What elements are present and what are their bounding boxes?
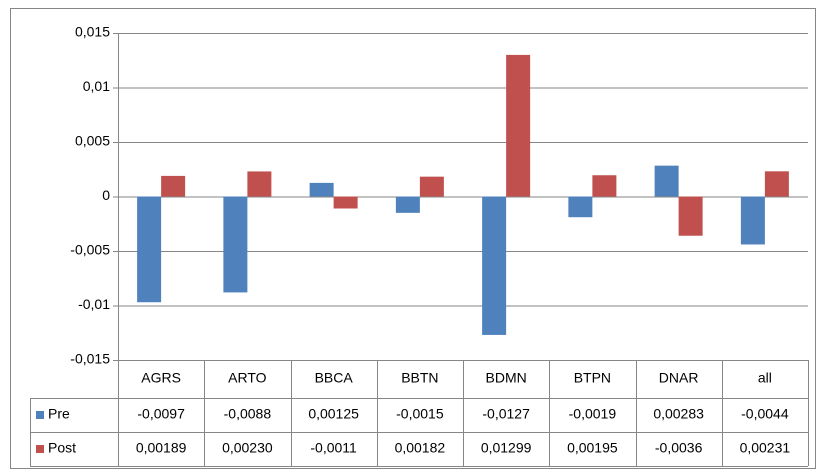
bar	[247, 171, 272, 197]
bar	[161, 175, 186, 197]
table-value: -0,0015	[396, 406, 444, 422]
bar	[764, 171, 789, 197]
x-tick-label: DNAR	[659, 370, 699, 386]
bar	[395, 196, 420, 213]
y-tick-label: 0,01	[83, 78, 110, 94]
table-value: -0,0044	[741, 406, 789, 422]
bar	[223, 196, 248, 293]
bar	[678, 196, 703, 236]
table-value: 0,00125	[308, 406, 359, 422]
legend-label: Pre	[48, 406, 70, 422]
chart-frame	[10, 8, 816, 469]
table-value: -0,0019	[569, 406, 617, 422]
x-tick-label: all	[758, 370, 772, 386]
table-value: 0,00231	[740, 440, 791, 456]
y-tick-label: -0,01	[78, 296, 110, 312]
table-value: -0,0011	[310, 440, 357, 456]
table-value: -0,0097	[137, 406, 185, 422]
legend-label: Post	[48, 440, 76, 456]
bar	[333, 196, 358, 209]
x-tick-label: BDMN	[486, 370, 527, 386]
bar	[740, 196, 765, 245]
table-value: 0,00230	[222, 440, 273, 456]
x-tick-label: ARTO	[228, 370, 266, 386]
bar	[568, 196, 593, 218]
x-tick-label: BBTN	[401, 370, 438, 386]
table-value: 0,00195	[567, 440, 618, 456]
table-value: 0,00189	[136, 440, 187, 456]
y-tick-label: 0,015	[75, 24, 110, 40]
legend-swatch	[36, 411, 44, 419]
x-tick-label: BBCA	[315, 370, 354, 386]
y-tick-label: -0,005	[70, 242, 110, 258]
table-value: 0,01299	[481, 440, 532, 456]
y-tick-label: 0	[102, 187, 110, 203]
y-tick-label: -0,015	[70, 351, 110, 367]
bar	[309, 182, 334, 197]
bar	[137, 196, 162, 303]
x-tick-label: AGRS	[141, 370, 181, 386]
y-tick-label: 0,005	[75, 133, 110, 149]
legend-swatch	[36, 445, 44, 453]
table-value: -0,0088	[224, 406, 272, 422]
bar	[654, 165, 679, 197]
bar	[419, 176, 444, 197]
table-value: 0,00283	[653, 406, 704, 422]
table-value: -0,0036	[655, 440, 703, 456]
bar	[592, 175, 617, 197]
bar	[482, 196, 507, 335]
bar	[506, 54, 531, 197]
x-tick-label: BTPN	[574, 370, 611, 386]
table-value: -0,0127	[482, 406, 530, 422]
table-value: 0,00182	[395, 440, 446, 456]
